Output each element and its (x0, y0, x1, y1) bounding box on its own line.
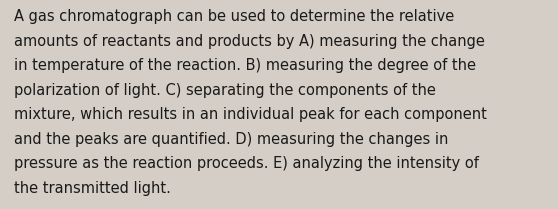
Text: A gas chromatograph can be used to determine the relative: A gas chromatograph can be used to deter… (14, 9, 454, 24)
Text: polarization of light. C) separating the components of the: polarization of light. C) separating the… (14, 83, 436, 98)
Text: in temperature of the reaction. B) measuring the degree of the: in temperature of the reaction. B) measu… (14, 58, 476, 73)
Text: pressure as the reaction proceeds. E) analyzing the intensity of: pressure as the reaction proceeds. E) an… (14, 156, 479, 171)
Text: amounts of reactants and products by A) measuring the change: amounts of reactants and products by A) … (14, 34, 485, 49)
Text: the transmitted light.: the transmitted light. (14, 181, 171, 196)
Text: mixture, which results in an individual peak for each component: mixture, which results in an individual … (14, 107, 487, 122)
Text: and the peaks are quantified. D) measuring the changes in: and the peaks are quantified. D) measuri… (14, 132, 448, 147)
